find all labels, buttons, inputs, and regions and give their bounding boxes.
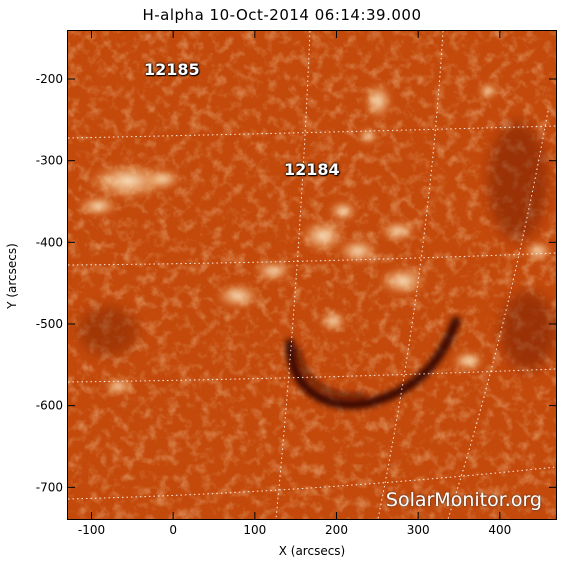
region-12184-label: 12184 (284, 160, 340, 179)
filament (285, 316, 461, 410)
x-tick-label: 0 (169, 523, 177, 537)
y-tick-label: -700 (36, 480, 63, 494)
h-alpha-image (68, 31, 556, 519)
x-tick-label: 100 (243, 523, 266, 537)
x-axis-label: X (arcsecs) (279, 544, 346, 558)
y-tick-label: -400 (36, 235, 63, 249)
x-tick-label: 300 (407, 523, 430, 537)
y-tick-label: -200 (36, 72, 63, 86)
heliographic-grid (68, 31, 556, 519)
dark-fibrils (78, 121, 556, 371)
y-tick-label: -500 (36, 317, 63, 331)
region-12185-label: 12185 (144, 60, 200, 79)
x-tick-label: -100 (78, 523, 105, 537)
plage-regions (78, 83, 552, 394)
x-tick-label: 400 (488, 523, 511, 537)
y-tick-label: -600 (36, 399, 63, 413)
image-title: H-alpha 10-Oct-2014 06:14:39.000 (142, 6, 422, 24)
y-axis-label: Y (arcsecs) (5, 243, 19, 310)
solar-image-panel: 12185 12184 SolarMonitor.org (67, 30, 557, 520)
x-tick-label: 200 (325, 523, 348, 537)
y-tick-label: -300 (36, 154, 63, 168)
watermark: SolarMonitor.org (385, 489, 542, 511)
